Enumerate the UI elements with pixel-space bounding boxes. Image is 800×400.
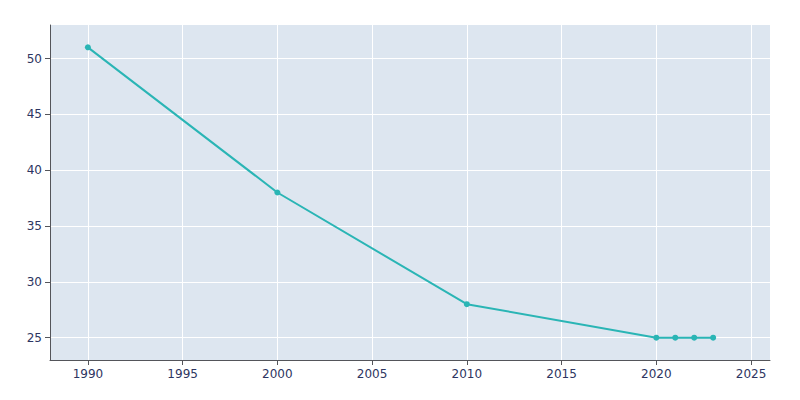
svg-text:50: 50 (27, 52, 42, 66)
svg-text:2005: 2005 (357, 367, 388, 381)
svg-text:25: 25 (27, 331, 42, 345)
svg-text:2010: 2010 (452, 367, 483, 381)
svg-text:45: 45 (27, 107, 42, 121)
svg-text:1995: 1995 (167, 367, 198, 381)
svg-text:2000: 2000 (262, 367, 293, 381)
svg-text:2015: 2015 (546, 367, 577, 381)
svg-text:2020: 2020 (641, 367, 672, 381)
svg-text:2025: 2025 (736, 367, 767, 381)
svg-text:40: 40 (27, 163, 42, 177)
svg-text:35: 35 (27, 219, 42, 233)
svg-text:1990: 1990 (73, 367, 104, 381)
svg-text:30: 30 (27, 275, 42, 289)
